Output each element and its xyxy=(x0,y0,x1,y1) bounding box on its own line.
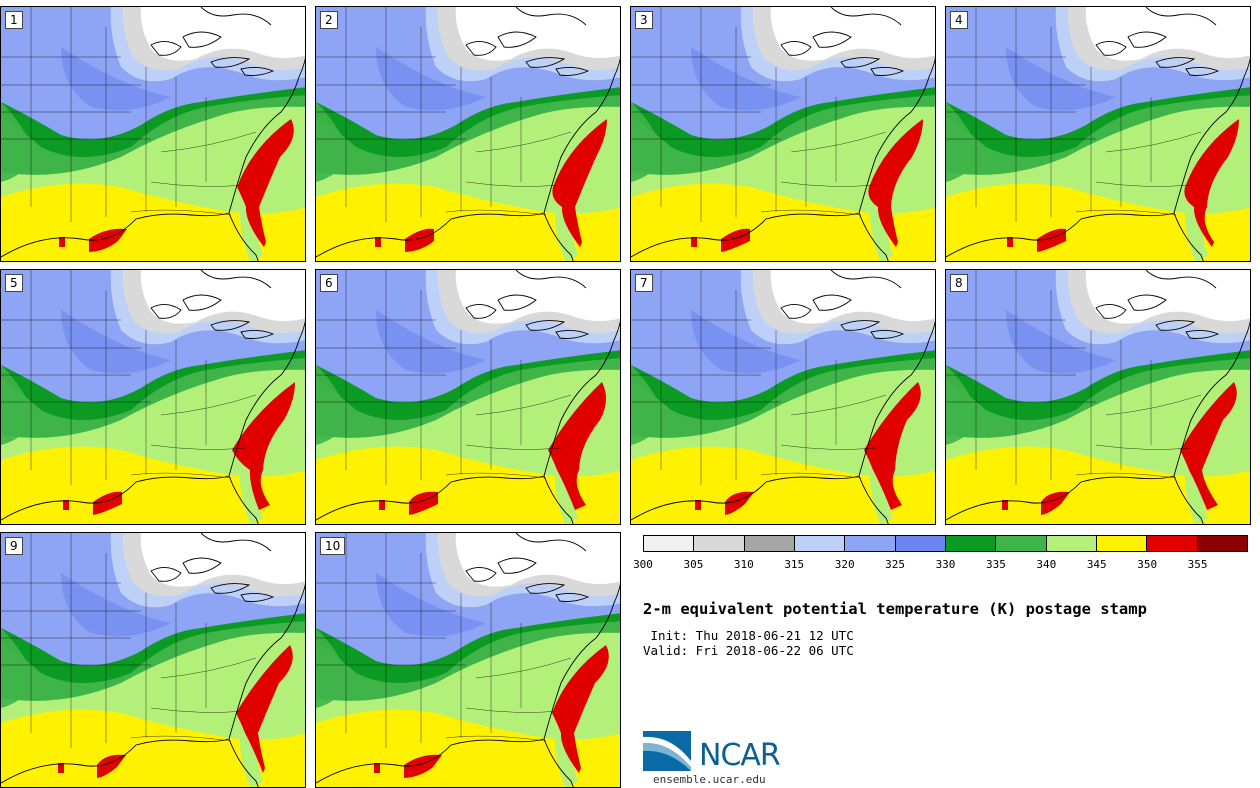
legend-swatch xyxy=(1046,536,1097,551)
member-label: 7 xyxy=(635,274,653,292)
ensemble-member-map-2: 2 xyxy=(315,6,621,262)
ensemble-member-map-10: 10 xyxy=(315,532,621,788)
field-map xyxy=(1,270,305,524)
legend-swatch xyxy=(996,536,1047,551)
member-label: 9 xyxy=(5,537,23,555)
legend-tick: 315 xyxy=(784,558,805,571)
init-time: Init: Thu 2018-06-21 12 UTC xyxy=(643,628,854,643)
field-map xyxy=(316,270,620,524)
legend-swatch xyxy=(744,536,795,551)
field-map xyxy=(631,270,935,524)
legend-swatch xyxy=(1147,536,1198,551)
ensemble-member-map-3: 3 xyxy=(630,6,936,262)
legend-tick: 340 xyxy=(1036,558,1057,571)
ensemble-member-map-9: 9 xyxy=(0,532,306,788)
site-url: ensemble.ucar.edu xyxy=(653,773,766,786)
field-map xyxy=(946,270,1250,524)
legend-tick: 320 xyxy=(834,558,855,571)
legend-swatch xyxy=(1197,536,1247,551)
member-label: 5 xyxy=(5,274,23,292)
ensemble-member-map-5: 5 xyxy=(0,269,306,525)
member-label: 2 xyxy=(320,11,338,29)
member-label: 10 xyxy=(320,537,346,555)
figure-title: 2-m equivalent potential temperature (K)… xyxy=(643,600,1147,618)
member-label: 8 xyxy=(950,274,968,292)
legend-swatch xyxy=(644,536,695,551)
legend-tick: 335 xyxy=(985,558,1006,571)
legend-tick-labels: 300 305 310 315 320 325 330 335 340 345 … xyxy=(633,552,1248,572)
member-label: 6 xyxy=(320,274,338,292)
member-label: 3 xyxy=(635,11,653,29)
ensemble-member-map-1: 1 xyxy=(0,6,306,262)
field-map xyxy=(316,533,620,787)
legend-tick: 300 xyxy=(633,558,653,571)
legend-swatch xyxy=(794,536,846,551)
field-map xyxy=(946,7,1250,261)
legend-tick: 305 xyxy=(683,558,704,571)
field-map xyxy=(1,7,305,261)
legend-swatch xyxy=(1096,536,1148,551)
color-scale-legend: 300 305 310 315 320 325 330 335 340 345 … xyxy=(633,535,1248,575)
legend-swatch xyxy=(895,536,946,551)
legend-swatch xyxy=(945,536,997,551)
valid-time: Valid: Fri 2018-06-22 06 UTC xyxy=(643,643,854,658)
legend-tick: 325 xyxy=(885,558,906,571)
ensemble-member-map-8: 8 xyxy=(945,269,1251,525)
legend-tick: 350 xyxy=(1137,558,1158,571)
field-map xyxy=(1,533,305,787)
ncar-logo-mark-icon xyxy=(643,731,691,771)
color-scale-bar xyxy=(643,535,1248,552)
member-label: 4 xyxy=(950,11,968,29)
field-map xyxy=(631,7,935,261)
ensemble-member-map-4: 4 xyxy=(945,6,1251,262)
legend-swatch xyxy=(845,536,896,551)
member-label: 1 xyxy=(5,11,23,29)
legend-tick: 355 xyxy=(1187,558,1208,571)
legend-tick: 345 xyxy=(1086,558,1107,571)
legend-tick: 330 xyxy=(935,558,956,571)
legend-tick: 310 xyxy=(733,558,754,571)
ncar-logo-text: NCAR xyxy=(699,738,781,773)
ensemble-member-map-7: 7 xyxy=(630,269,936,525)
legend-swatch xyxy=(694,536,745,551)
ncar-logo: NCAR xyxy=(643,731,803,787)
field-map xyxy=(316,7,620,261)
ensemble-member-map-6: 6 xyxy=(315,269,621,525)
